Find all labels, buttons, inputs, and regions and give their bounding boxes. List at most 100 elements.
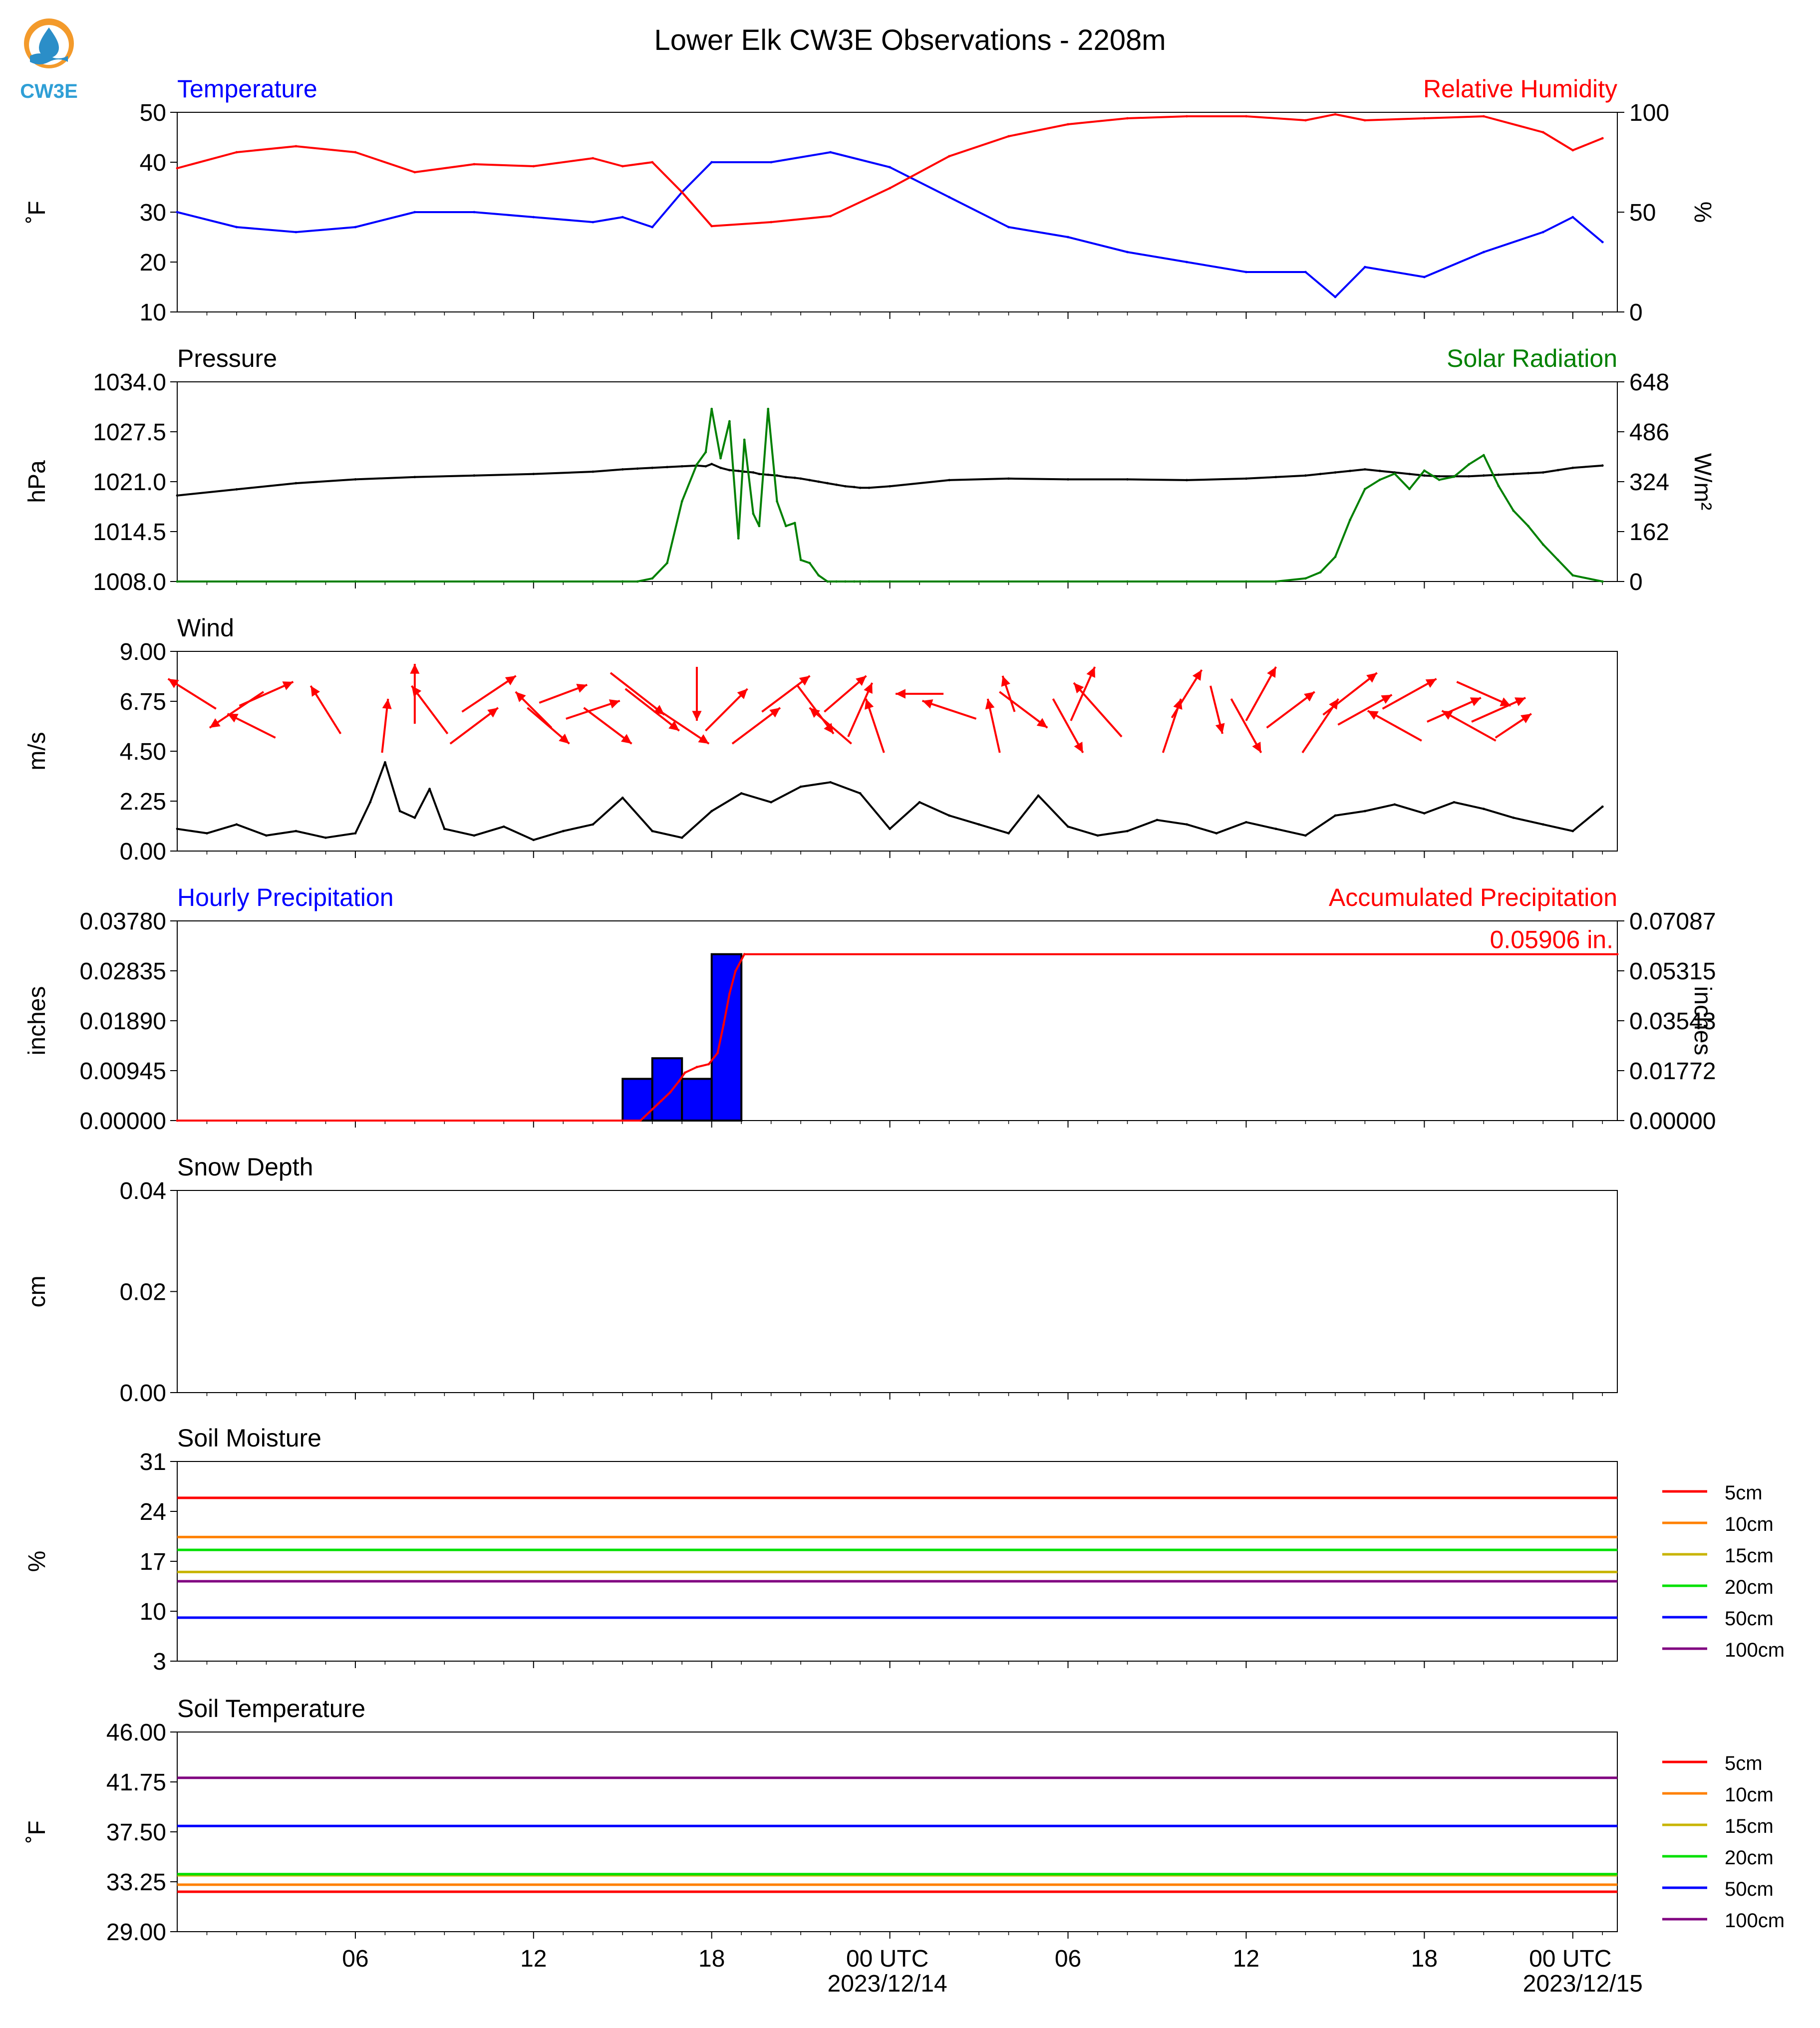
temperature-line-point <box>413 211 416 214</box>
solar-line-point <box>176 580 179 583</box>
x-tick-label: 00 UTC <box>846 1946 928 1972</box>
pressure-line-point <box>710 463 713 466</box>
temperature-line-point <box>532 216 535 219</box>
y-axis-label: ˚F <box>24 1820 50 1843</box>
y-right-tick-label: 0.01772 <box>1629 1058 1716 1085</box>
wind-arrow-head <box>1086 667 1095 678</box>
wind-speed-line-point <box>428 788 431 790</box>
wind-speed-line-point <box>1334 814 1337 817</box>
pressure-line-point <box>1126 478 1129 481</box>
y-tick-label: 0.04 <box>120 1178 166 1204</box>
solar-line-point <box>948 580 950 583</box>
solar-line-point <box>695 463 698 466</box>
humidity-line-point <box>1067 123 1069 126</box>
pressure-line-point <box>719 466 722 469</box>
temperature-line-point <box>295 231 298 234</box>
wind-speed-line-point <box>1156 819 1159 822</box>
pressure-line-point <box>1349 470 1352 472</box>
wind-arrow-head <box>1001 676 1010 687</box>
wind-arrow-head <box>896 689 906 699</box>
pressure-line-point <box>728 469 731 472</box>
x-tick-label: 06 <box>342 1946 368 1972</box>
pressure-line-point <box>354 478 357 481</box>
legend-label: 100cm <box>1725 1639 1785 1661</box>
solar-line-point <box>868 580 871 583</box>
logo-text: CW3E <box>20 80 78 102</box>
cw3e-logo: CW3E <box>20 18 78 102</box>
y-tick-label: 0.00 <box>120 839 166 865</box>
solar-line-point <box>1438 478 1441 481</box>
solar-line-point <box>1007 580 1010 583</box>
wind-arrow-head <box>1074 683 1084 694</box>
wind-speed-line-point <box>398 810 401 813</box>
figure-title: Lower Elk CW3E Observations - 2208m <box>654 24 1166 56</box>
humidity-line-point <box>1482 115 1485 118</box>
y-tick-label: 31 <box>140 1449 166 1475</box>
pressure-line-point <box>835 483 838 486</box>
wind-speed-line-point <box>1037 794 1040 797</box>
wind-arrow-head <box>1304 692 1315 702</box>
accumulated-precip-label: 0.05906 in. <box>1490 926 1613 954</box>
humidity-line-point <box>1334 113 1337 116</box>
legend-label: 20cm <box>1725 1847 1774 1869</box>
humidity-line-point <box>680 191 683 194</box>
wind-arrow-head <box>1425 679 1437 688</box>
solar-line-point <box>793 522 796 525</box>
wind-arrow-shaft <box>209 691 265 729</box>
y-right-tick-label: 0 <box>1629 569 1643 595</box>
solar-line-point <box>826 580 829 583</box>
wind-speed-line-point <box>473 834 476 837</box>
wind-arrow-shaft <box>1367 710 1422 742</box>
wind-arrow-head <box>620 734 632 744</box>
wind-speed-line-point <box>1482 808 1485 810</box>
x-tick-label: 18 <box>698 1946 725 1972</box>
panel-soil_moisture: 31 24 17 10 3% Soil Moisture 5cm 10cm 15cm 20cm 50… <box>24 1424 1785 1675</box>
humidity-line-point <box>1245 115 1247 118</box>
wind-arrow-head <box>668 721 679 731</box>
wind-arrow-shaft <box>1073 682 1123 738</box>
pressure-line-point <box>808 479 811 482</box>
pressure-line-point <box>1067 478 1069 481</box>
y-tick-label: 40 <box>140 150 166 176</box>
wind-speed-line <box>177 761 1603 841</box>
wind-speed-line-point <box>859 792 862 795</box>
y-axis-label: % <box>24 1551 50 1572</box>
pressure-line-point <box>948 479 950 482</box>
y-axis-label: m/s <box>24 732 50 770</box>
wind-arrow-head <box>865 699 874 710</box>
y-tick-label: 6.75 <box>120 689 166 715</box>
temperature-line-point <box>948 196 950 199</box>
legend-label: 5cm <box>1725 1482 1763 1504</box>
wind-speed-line-point <box>799 785 802 788</box>
solar-line-point <box>835 580 838 583</box>
temperature-line-point <box>1571 216 1574 219</box>
solar-line-point <box>621 580 624 583</box>
pressure-line-point <box>889 485 892 488</box>
temperature-line-point <box>889 166 892 169</box>
solar-line-point <box>1512 509 1515 512</box>
y-tick-label: 37.50 <box>106 1819 166 1846</box>
temperature-line-point <box>1541 231 1544 234</box>
humidity-line-point <box>235 151 238 154</box>
legend-label: 20cm <box>1725 1576 1774 1598</box>
wind-arrow-head <box>505 676 516 685</box>
wind-arrow-head <box>310 686 320 697</box>
solar-line-point <box>1408 488 1411 491</box>
humidity-line-point <box>1601 137 1604 140</box>
wind-arrow-shaft <box>1441 710 1497 742</box>
wind-speed-line-point <box>369 801 372 804</box>
y-axis-label: cm <box>24 1276 50 1308</box>
pressure-line-point <box>1304 474 1307 477</box>
wind-arrow-head <box>737 689 748 699</box>
humidity-line-point <box>710 225 713 228</box>
solar-line-point <box>1497 485 1500 488</box>
solar-line-point <box>704 451 707 454</box>
humidity-line-point <box>413 171 416 174</box>
solar-line-point <box>680 500 683 503</box>
precip-bar <box>651 1057 683 1122</box>
pressure-line-point <box>826 482 829 485</box>
temperature-line-point <box>651 226 654 229</box>
